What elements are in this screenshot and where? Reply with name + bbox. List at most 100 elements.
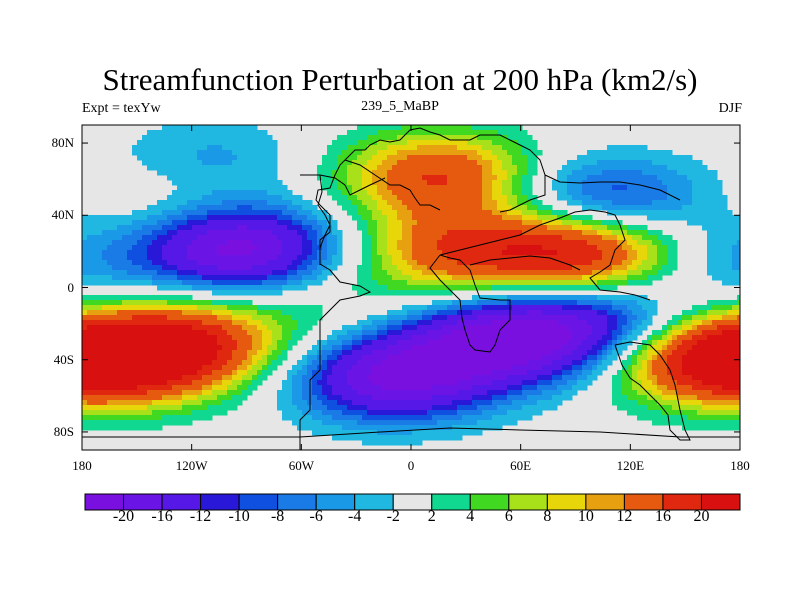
field-cell [587, 215, 593, 221]
field-cell [122, 255, 128, 261]
field-cell [597, 265, 603, 271]
field-cell [477, 130, 483, 136]
field-cell [422, 170, 428, 176]
field-cell [467, 205, 473, 211]
field-cell [402, 145, 408, 151]
field-cell [472, 160, 478, 166]
field-cell [382, 315, 388, 321]
field-cell [502, 325, 508, 331]
field-cell [252, 215, 258, 221]
field-cell [132, 345, 138, 351]
field-cell [437, 180, 443, 186]
field-cell [177, 295, 183, 301]
field-cell [472, 325, 478, 331]
field-cell [292, 280, 298, 286]
field-cell [537, 250, 543, 256]
field-cell [197, 285, 203, 291]
field-cell [232, 340, 238, 346]
field-cell [452, 335, 458, 341]
field-cell [227, 255, 233, 261]
field-cell [417, 235, 423, 241]
field-cell [227, 250, 233, 256]
field-cell [727, 345, 733, 351]
field-cell [522, 210, 528, 216]
field-cell [452, 140, 458, 146]
field-cell [652, 180, 658, 186]
field-cell [142, 355, 148, 361]
field-cell [277, 325, 283, 331]
field-cell [432, 145, 438, 151]
field-cell [227, 310, 233, 316]
field-cell [627, 145, 633, 151]
field-cell [432, 165, 438, 171]
field-cell [152, 210, 158, 216]
field-cell [247, 170, 253, 176]
field-cell [707, 345, 713, 351]
field-cell [702, 220, 708, 226]
field-cell [447, 315, 453, 321]
field-cell [397, 155, 403, 161]
field-cell [637, 180, 643, 186]
field-cell [387, 155, 393, 161]
field-cell [647, 315, 653, 321]
field-cell [672, 265, 678, 271]
field-cell [422, 180, 428, 186]
field-cell [717, 235, 723, 241]
field-cell [497, 250, 503, 256]
field-cell [642, 270, 648, 276]
field-cell [272, 240, 278, 246]
field-cell [412, 180, 418, 186]
field-cell [317, 265, 323, 271]
field-cell [242, 140, 248, 146]
field-cell [242, 185, 248, 191]
field-cell [482, 295, 488, 301]
field-cell [737, 215, 740, 221]
field-cell [112, 265, 118, 271]
field-cell [567, 340, 573, 346]
field-cell [732, 335, 738, 341]
field-cell [652, 155, 658, 161]
field-cell [477, 140, 483, 146]
field-cell [722, 280, 728, 286]
field-cell [582, 350, 588, 356]
field-cell [192, 260, 198, 266]
field-cell [447, 210, 453, 216]
field-cell [392, 260, 398, 266]
field-cell [112, 220, 118, 226]
field-cell [702, 175, 708, 181]
field-cell [642, 190, 648, 196]
field-cell [532, 150, 538, 156]
field-cell [367, 185, 373, 191]
field-cell [487, 315, 493, 321]
field-cell [652, 200, 658, 206]
field-cell [357, 330, 363, 336]
field-cell [277, 280, 283, 286]
field-cell [392, 345, 398, 351]
field-cell [152, 225, 158, 231]
field-cell [357, 150, 363, 156]
field-cell [237, 350, 243, 356]
field-cell [207, 175, 213, 181]
field-cell [262, 150, 268, 156]
field-cell [697, 320, 703, 326]
field-cell [177, 240, 183, 246]
field-cell [687, 160, 693, 166]
field-cell [542, 265, 548, 271]
field-cell [607, 295, 613, 301]
field-cell [382, 160, 388, 166]
field-cell [462, 275, 468, 281]
field-cell [442, 235, 448, 241]
field-cell [637, 300, 643, 306]
field-cell [277, 250, 283, 256]
field-cell [432, 130, 438, 136]
field-cell [187, 240, 193, 246]
field-cell [567, 355, 573, 361]
field-cell [437, 340, 443, 346]
field-cell [707, 260, 713, 266]
field-cell [652, 300, 658, 306]
field-cell [147, 220, 153, 226]
field-cell [287, 235, 293, 241]
field-cell [432, 125, 438, 131]
field-cell [667, 350, 673, 356]
field-cell [142, 150, 148, 156]
